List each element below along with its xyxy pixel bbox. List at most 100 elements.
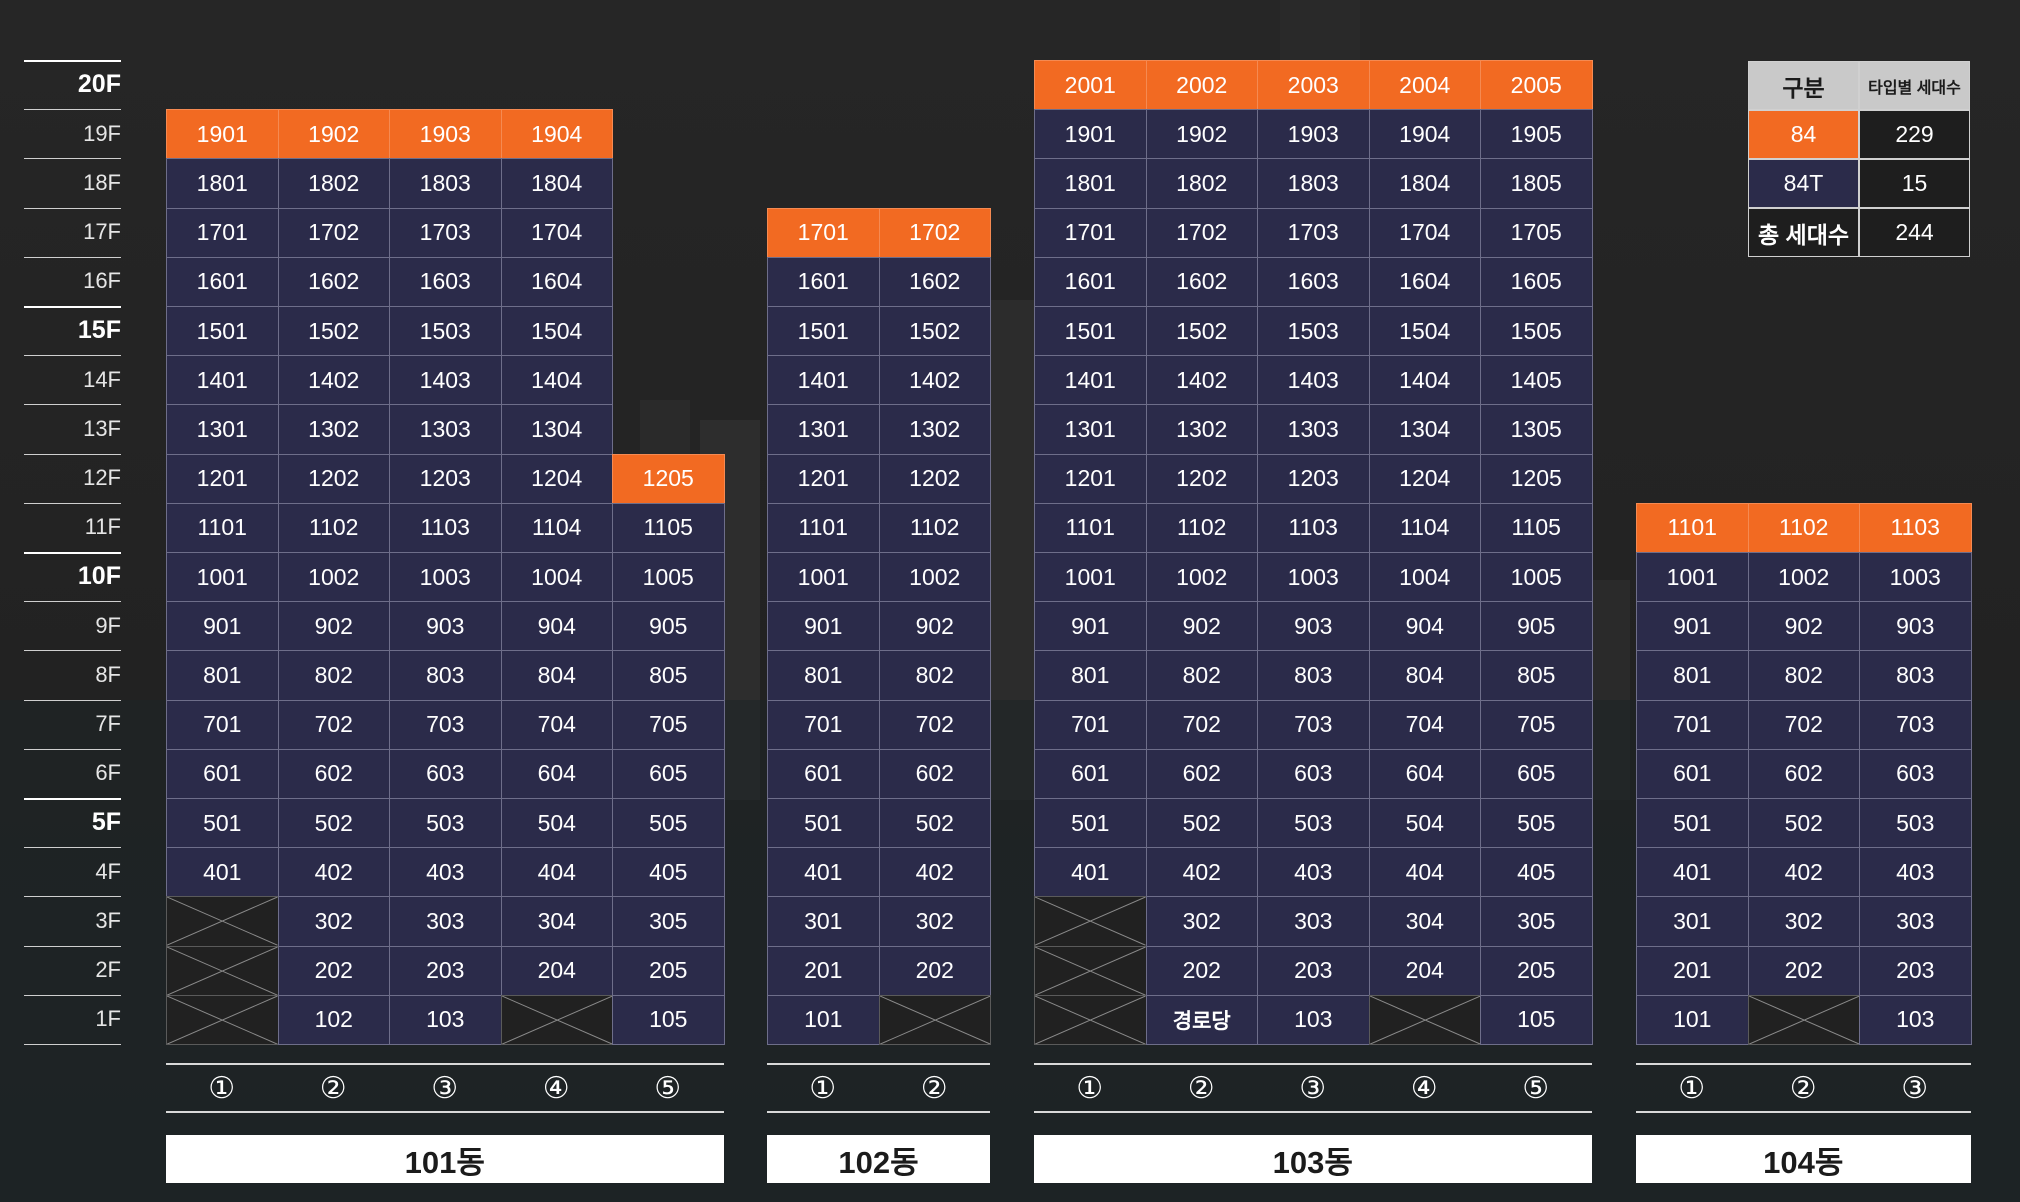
unit-cell[interactable]: 1601 — [166, 256, 279, 307]
unit-cell[interactable]: 701 — [1034, 699, 1147, 750]
unit-cell[interactable]: 904 — [1368, 601, 1481, 652]
unit-cell[interactable]: 1203 — [1257, 453, 1370, 504]
unit-cell[interactable]: 504 — [1368, 798, 1481, 849]
unit-cell[interactable]: 1601 — [767, 256, 880, 307]
unit-cell[interactable]: 805 — [1480, 650, 1593, 701]
unit-cell[interactable]: 101 — [1636, 994, 1749, 1045]
unit-cell[interactable]: 1301 — [166, 404, 279, 455]
unit-cell[interactable]: 1801 — [166, 158, 279, 209]
unit-cell[interactable]: 1101 — [166, 502, 279, 553]
unit-cell[interactable]: 1703 — [1257, 207, 1370, 258]
unit-cell[interactable]: 605 — [612, 748, 725, 799]
unit-cell[interactable]: 1401 — [767, 355, 880, 406]
unit-cell[interactable]: 601 — [767, 748, 880, 799]
unit-cell[interactable]: 1501 — [767, 306, 880, 357]
unit-cell[interactable]: 1302 — [1145, 404, 1258, 455]
unit-cell[interactable]: 802 — [277, 650, 390, 701]
unit-cell[interactable]: 1903 — [1257, 109, 1370, 160]
unit-cell[interactable]: 1203 — [389, 453, 502, 504]
unit-cell[interactable]: 305 — [1480, 896, 1593, 947]
unit-cell[interactable]: 405 — [1480, 847, 1593, 898]
unit-cell[interactable]: 1004 — [1368, 552, 1481, 603]
unit-cell[interactable]: 202 — [878, 945, 991, 996]
unit-cell[interactable]: 701 — [166, 699, 279, 750]
unit-cell[interactable]: 1303 — [389, 404, 502, 455]
unit-cell[interactable]: 1503 — [1257, 306, 1370, 357]
unit-cell[interactable]: 302 — [1145, 896, 1258, 947]
unit-cell[interactable]: 1502 — [1145, 306, 1258, 357]
unit-cell[interactable]: 501 — [1034, 798, 1147, 849]
unit-cell[interactable]: 1301 — [1034, 404, 1147, 455]
unit-cell[interactable]: 301 — [767, 896, 880, 947]
unit-cell[interactable]: 1402 — [277, 355, 390, 406]
unit-cell[interactable]: 2005 — [1480, 60, 1593, 111]
unit-cell[interactable]: 1704 — [500, 207, 613, 258]
unit-cell[interactable]: 501 — [1636, 798, 1749, 849]
unit-cell[interactable]: 404 — [500, 847, 613, 898]
unit-cell[interactable]: 2004 — [1368, 60, 1481, 111]
unit-cell[interactable]: 502 — [878, 798, 991, 849]
unit-cell[interactable]: 1502 — [277, 306, 390, 357]
unit-cell[interactable]: 1003 — [1859, 552, 1972, 603]
unit-cell[interactable]: 1001 — [767, 552, 880, 603]
unit-cell[interactable]: 1601 — [1034, 256, 1147, 307]
unit-cell[interactable]: 1504 — [1368, 306, 1481, 357]
unit-cell[interactable]: 1602 — [1145, 256, 1258, 307]
unit-cell[interactable]: 703 — [389, 699, 502, 750]
unit-cell[interactable]: 1204 — [500, 453, 613, 504]
unit-cell[interactable]: 402 — [878, 847, 991, 898]
unit-cell[interactable]: 503 — [389, 798, 502, 849]
unit-cell[interactable]: 1702 — [878, 207, 991, 258]
unit-cell[interactable]: 1901 — [1034, 109, 1147, 160]
unit-cell[interactable]: 1505 — [1480, 306, 1593, 357]
unit-cell[interactable]: 701 — [1636, 699, 1749, 750]
unit-cell[interactable]: 205 — [1480, 945, 1593, 996]
unit-cell[interactable]: 702 — [1145, 699, 1258, 750]
unit-cell[interactable]: 1705 — [1480, 207, 1593, 258]
unit-cell[interactable]: 1401 — [166, 355, 279, 406]
unit-cell[interactable]: 1102 — [1747, 502, 1860, 553]
unit-cell[interactable]: 701 — [767, 699, 880, 750]
unit-cell[interactable]: 1701 — [166, 207, 279, 258]
unit-cell[interactable]: 1501 — [1034, 306, 1147, 357]
unit-cell[interactable]: 803 — [1257, 650, 1370, 701]
unit-cell[interactable]: 1302 — [277, 404, 390, 455]
unit-cell[interactable]: 302 — [878, 896, 991, 947]
unit-cell[interactable]: 303 — [389, 896, 502, 947]
unit-cell[interactable]: 201 — [1636, 945, 1749, 996]
unit-cell[interactable]: 1001 — [1636, 552, 1749, 603]
unit-cell[interactable]: 805 — [612, 650, 725, 701]
unit-cell[interactable]: 801 — [1636, 650, 1749, 701]
unit-cell[interactable]: 602 — [277, 748, 390, 799]
unit-cell[interactable]: 402 — [277, 847, 390, 898]
unit-cell[interactable]: 1702 — [277, 207, 390, 258]
unit-cell[interactable]: 804 — [500, 650, 613, 701]
unit-cell[interactable]: 1403 — [1257, 355, 1370, 406]
unit-cell[interactable]: 103 — [389, 994, 502, 1045]
unit-cell[interactable]: 904 — [500, 601, 613, 652]
unit-cell[interactable]: 603 — [389, 748, 502, 799]
unit-cell[interactable]: 1303 — [1257, 404, 1370, 455]
unit-cell[interactable]: 702 — [277, 699, 390, 750]
unit-cell[interactable]: 1903 — [389, 109, 502, 160]
unit-cell[interactable]: 501 — [767, 798, 880, 849]
unit-cell[interactable]: 401 — [767, 847, 880, 898]
unit-cell[interactable]: 603 — [1859, 748, 1972, 799]
unit-cell[interactable]: 803 — [1859, 650, 1972, 701]
unit-cell[interactable]: 1304 — [500, 404, 613, 455]
unit-cell[interactable]: 1004 — [500, 552, 613, 603]
unit-cell[interactable]: 1603 — [1257, 256, 1370, 307]
unit-cell[interactable]: 602 — [1145, 748, 1258, 799]
unit-cell[interactable]: 1702 — [1145, 207, 1258, 258]
unit-cell[interactable]: 1502 — [878, 306, 991, 357]
unit-cell[interactable]: 305 — [612, 896, 725, 947]
unit-cell[interactable]: 1704 — [1368, 207, 1481, 258]
unit-cell[interactable]: 504 — [500, 798, 613, 849]
unit-cell[interactable]: 601 — [1636, 748, 1749, 799]
unit-cell[interactable]: 1101 — [767, 502, 880, 553]
unit-cell[interactable]: 905 — [612, 601, 725, 652]
unit-cell[interactable]: 1001 — [166, 552, 279, 603]
facility-cell[interactable]: 경로당 — [1145, 994, 1258, 1045]
unit-cell[interactable]: 503 — [1257, 798, 1370, 849]
unit-cell[interactable]: 404 — [1368, 847, 1481, 898]
